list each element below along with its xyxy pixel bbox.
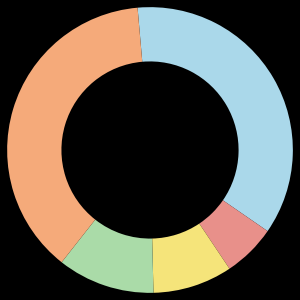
Wedge shape <box>152 224 230 293</box>
Wedge shape <box>62 220 154 293</box>
Wedge shape <box>137 7 293 231</box>
Wedge shape <box>7 8 142 262</box>
Wedge shape <box>199 200 268 269</box>
